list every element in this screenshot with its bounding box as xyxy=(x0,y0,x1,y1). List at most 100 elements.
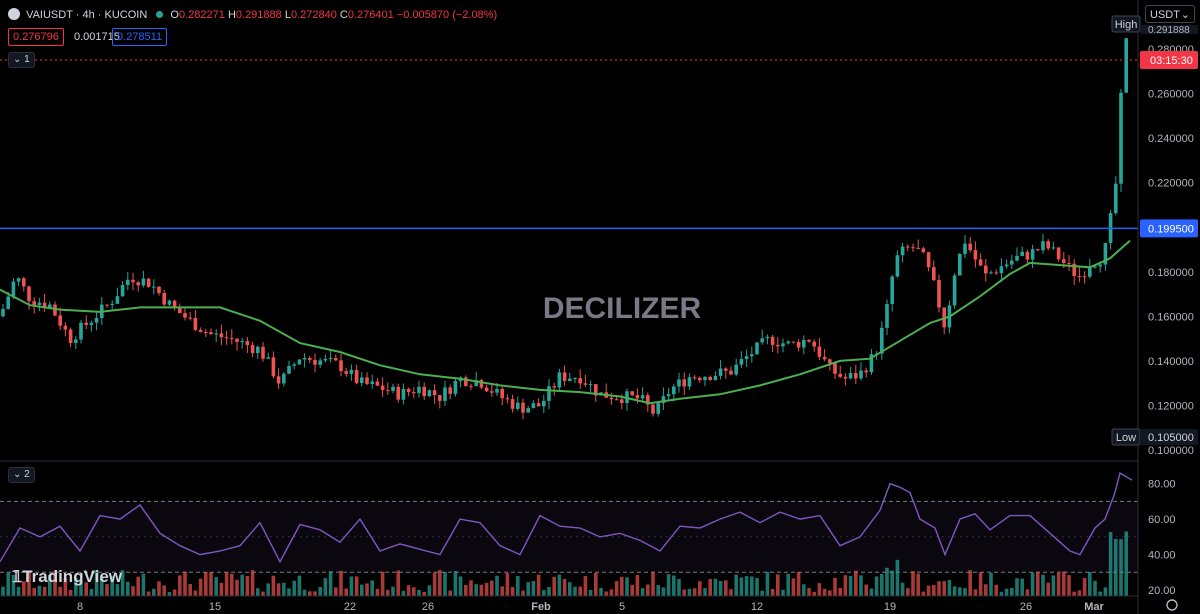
volume-bar xyxy=(734,574,738,596)
volume-bar xyxy=(380,571,385,596)
volume-bar xyxy=(750,576,754,596)
price-tick-label: 0.180000 xyxy=(1148,267,1194,279)
candle-body xyxy=(900,246,905,256)
volume-bar xyxy=(79,581,83,596)
volume-bar xyxy=(973,589,978,596)
volume-bar xyxy=(1088,572,1092,596)
candle-body xyxy=(984,265,988,274)
volume-bar xyxy=(978,572,983,596)
volume-bar xyxy=(370,580,374,596)
time-tick-label: 15 xyxy=(209,601,221,613)
rsi-tick-label: 40.00 xyxy=(1148,550,1176,562)
candle-body xyxy=(110,303,114,305)
price-tick-label: 0.120000 xyxy=(1148,400,1194,412)
pane-1-label[interactable]: ⌄ 1 xyxy=(8,52,35,68)
candle-body xyxy=(380,385,385,391)
candle-body xyxy=(1030,249,1035,260)
ask-price-tag[interactable]: 0.278511 xyxy=(112,28,168,46)
volume-bar xyxy=(16,586,21,596)
volume-bar xyxy=(94,570,99,596)
chevron-down-icon: ⌄ xyxy=(13,469,22,480)
volume-bar xyxy=(188,584,192,596)
candle-body xyxy=(1036,249,1040,251)
candle-body xyxy=(53,304,57,316)
candle-body xyxy=(37,302,42,305)
candle-body xyxy=(256,346,260,353)
candle-body xyxy=(521,402,525,413)
volume-bar xyxy=(53,571,57,596)
candle-body xyxy=(796,341,801,348)
candle-body xyxy=(167,300,172,305)
high-value-label: 0.291888 xyxy=(1148,25,1190,36)
low-value-label: 0.105000 xyxy=(1148,432,1194,444)
volume-bar xyxy=(1093,580,1097,596)
volume-bar xyxy=(1041,574,1045,596)
volume-bar xyxy=(183,571,187,596)
candle-body xyxy=(724,368,728,371)
candle-body xyxy=(859,370,863,379)
candle-body xyxy=(204,332,208,334)
volume-bar xyxy=(105,584,109,596)
symbol-title[interactable]: VAIUSDT · 4h · KUCOIN xyxy=(26,9,148,21)
candle-body xyxy=(786,341,790,344)
candle-body xyxy=(562,372,567,381)
candle-body xyxy=(152,286,156,288)
candle-body xyxy=(978,259,983,266)
pane-2-label[interactable]: ⌄ 2 xyxy=(8,467,35,483)
price-tick-label: 0.100000 xyxy=(1148,445,1194,457)
volume-bar xyxy=(812,591,816,596)
candle-body xyxy=(952,275,957,306)
volume-bar xyxy=(672,575,676,596)
volume-bar xyxy=(126,581,130,596)
low-label: L xyxy=(284,9,291,21)
volume-bar xyxy=(58,586,62,596)
candle-body xyxy=(630,391,634,396)
volume-bar xyxy=(141,573,146,596)
candle-body xyxy=(958,254,962,276)
candle-body xyxy=(1082,276,1087,278)
time-tick-label: 5 xyxy=(619,601,625,613)
volume-bar xyxy=(661,587,666,596)
candle-body xyxy=(271,357,276,377)
candle-body xyxy=(713,375,718,380)
currency-selector[interactable]: USDT ⌄ xyxy=(1145,5,1195,23)
candle-body xyxy=(594,384,598,396)
candle-body xyxy=(1010,260,1014,265)
symbol-icon xyxy=(8,8,20,20)
volume-bar xyxy=(1051,575,1056,596)
candle-body xyxy=(864,370,868,373)
rsi-line xyxy=(0,472,1133,564)
volume-bar xyxy=(240,574,244,596)
volume-bar xyxy=(651,571,655,596)
candle-body xyxy=(22,278,26,287)
volume-bar xyxy=(552,576,556,596)
volume-bar xyxy=(136,576,140,596)
volume-bar xyxy=(583,576,588,596)
candle-body xyxy=(692,377,697,379)
candle-body xyxy=(136,282,140,286)
candle-body xyxy=(178,307,182,314)
volume-bar xyxy=(505,572,510,596)
candle-body xyxy=(505,398,510,400)
candle-body xyxy=(573,378,577,380)
volume-bar xyxy=(817,583,822,596)
volume-bar xyxy=(724,580,728,596)
volume-bar xyxy=(1067,575,1071,596)
pane-2-number: 2 xyxy=(24,469,30,480)
volume-bar xyxy=(776,574,780,596)
volume-bar xyxy=(68,590,73,596)
close-label: C xyxy=(339,9,348,21)
volume-bar xyxy=(198,578,203,596)
chevron-down-icon: ⌄ xyxy=(13,54,22,65)
volume-bar xyxy=(880,574,884,596)
volume-bar xyxy=(84,582,88,596)
volume-bar xyxy=(838,587,842,596)
time-tick-label: 19 xyxy=(884,601,896,613)
candle-body xyxy=(614,399,619,401)
open-label: O xyxy=(170,9,179,21)
bid-price-tag[interactable]: 0.276796 xyxy=(8,28,64,46)
rsi-tick-label: 60.00 xyxy=(1148,514,1176,526)
volume-bar xyxy=(557,574,562,596)
volume-bar xyxy=(230,573,234,596)
